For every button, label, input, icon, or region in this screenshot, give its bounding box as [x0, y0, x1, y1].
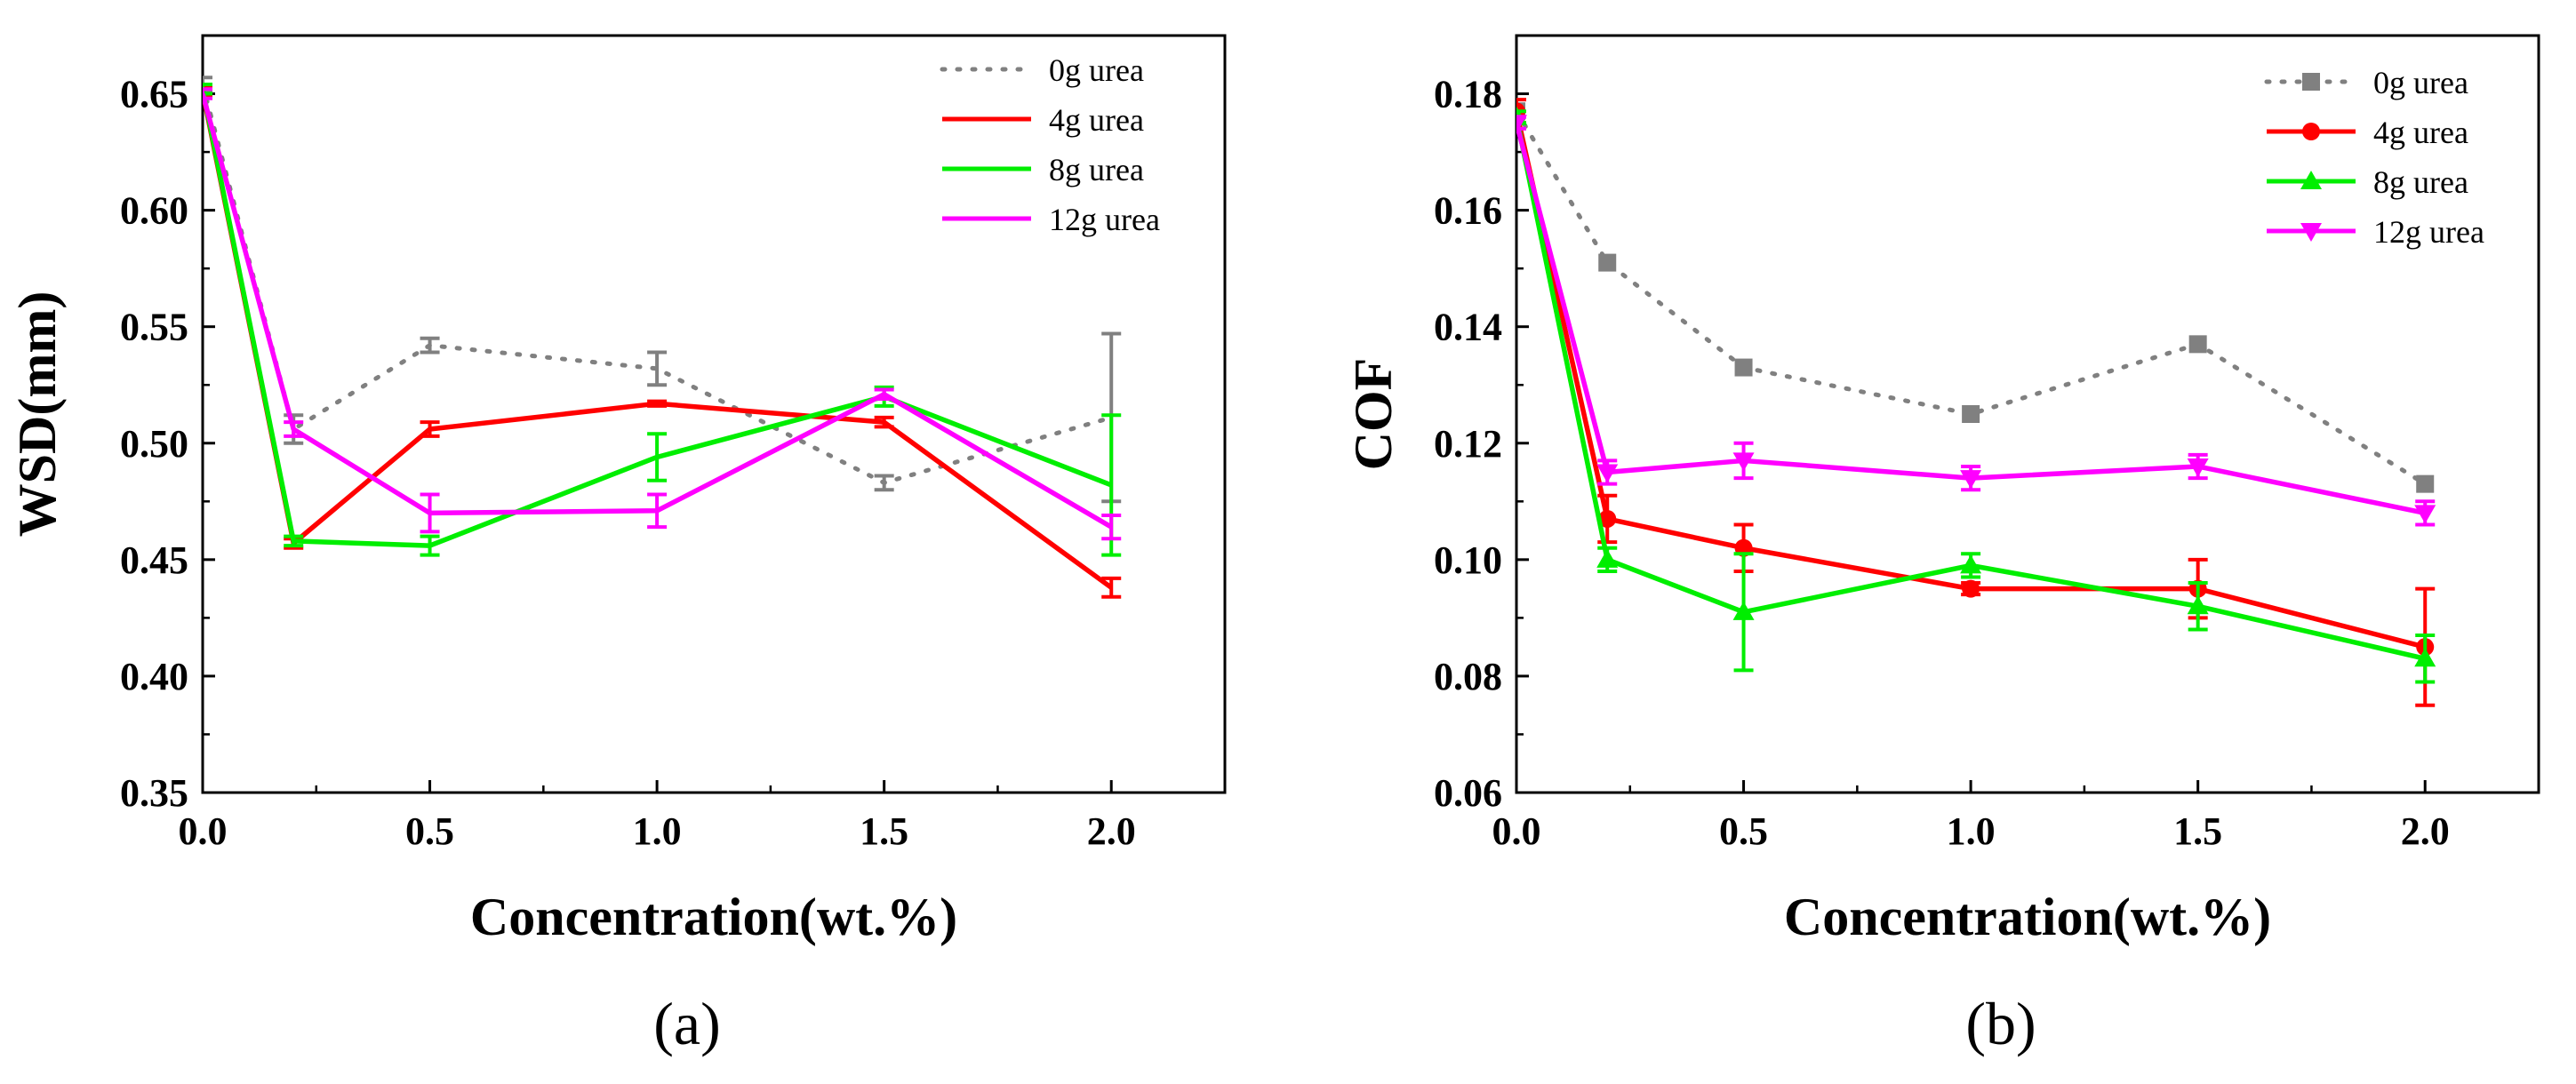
data-point [2188, 335, 2207, 354]
data-point [1516, 115, 1527, 134]
y-tick-label: 0.18 [1434, 73, 1502, 116]
data-point [1732, 601, 1755, 620]
data-point [2187, 458, 2209, 477]
data-point [1962, 405, 1980, 423]
data-point [1734, 358, 1753, 377]
y-tick-label: 0.06 [1434, 771, 1502, 815]
plot-frame [1515, 34, 2540, 794]
y-tick-label: 0.10 [1434, 538, 1502, 582]
series-line [1516, 122, 2426, 516]
y-tick-label: 0.45 [120, 538, 188, 582]
legend-marker [2302, 123, 2320, 140]
data-point [1596, 548, 1619, 568]
series-line [1516, 108, 2428, 487]
x-axis-title: Concentration(wt.%) [470, 888, 957, 946]
x-tick-label: 2.0 [1087, 809, 1136, 853]
y-axis-title: COF [1344, 358, 1403, 471]
data-point [1596, 464, 1619, 483]
data-point [1732, 452, 1755, 472]
series-line [203, 92, 1113, 530]
data-point [2416, 474, 2435, 493]
legend-label: 4g urea [1049, 102, 1144, 138]
legend-label: 12g urea [1049, 202, 1160, 237]
legend: 0g urea 4g urea 8g urea 12g urea [2264, 65, 2484, 250]
chart-b: 0.0 0.5 1.0 1.5 2.0 0.06 0.08 0.10 0.12 0.14 0.16 0… [1344, 34, 2540, 1057]
data-point [2414, 648, 2436, 667]
series-12g-urea [1516, 115, 2436, 527]
series-line [203, 82, 1114, 485]
series-4g-urea [1516, 98, 2436, 707]
x-tick-label: 1.5 [2173, 809, 2222, 853]
series-line [1516, 116, 2426, 661]
x-tick-label: 1.0 [1947, 809, 1996, 853]
x-tick-label: 0.0 [1492, 809, 1541, 853]
legend-label: 8g urea [1049, 152, 1144, 187]
data-point [2187, 595, 2209, 615]
x-tick-label: 0.0 [179, 809, 228, 853]
y-tick-label: 0.50 [120, 422, 188, 466]
y-tick-label: 0.16 [1434, 189, 1502, 233]
panel-label: (b) [1965, 990, 2036, 1057]
y-tick-label: 0.55 [120, 306, 188, 349]
data-point [1960, 554, 1982, 574]
legend-label: 4g urea [2373, 115, 2468, 150]
y-tick-label: 0.08 [1434, 655, 1502, 698]
y-tick-label: 0.60 [120, 189, 188, 233]
series-0g-urea [1516, 102, 2435, 493]
legend: 0g urea 4g urea 8g urea 12g urea [940, 52, 1160, 237]
x-tick-label: 1.5 [860, 809, 908, 853]
data-point [2414, 505, 2436, 524]
legend-marker [2302, 73, 2320, 91]
y-tick-label: 0.65 [120, 73, 188, 116]
y-tick-label: 0.35 [120, 771, 188, 815]
data-point [1598, 253, 1617, 272]
legend-label: 0g urea [2373, 65, 2468, 100]
x-tick-label: 1.0 [633, 809, 682, 853]
series-line [1516, 110, 2426, 650]
x-tick-label: 0.5 [1719, 809, 1768, 853]
x-tick-label: 0.5 [405, 809, 454, 853]
legend-label: 0g urea [1049, 52, 1144, 88]
legend-label: 12g urea [2373, 214, 2484, 250]
plot-frame [201, 34, 1227, 794]
data-point [1598, 509, 1617, 528]
series-8g-urea [203, 83, 1122, 557]
y-axis-title: WSD(mm) [8, 291, 67, 538]
series-12g-urea [203, 87, 1122, 541]
legend-label: 8g urea [2373, 164, 2468, 200]
legend-marker [2300, 223, 2322, 242]
series-line [203, 88, 1113, 548]
panel-label: (a) [653, 990, 720, 1057]
x-axis-title: Concentration(wt.%) [1784, 888, 2271, 946]
data-point [1962, 579, 1980, 598]
chart-a: 0.0 0.5 1.0 1.5 2.0 0.35 0.40 0.45 0.50 0.55 0.60 0… [8, 34, 1227, 1057]
y-tick-label: 0.14 [1434, 306, 1502, 349]
y-tick-label: 0.12 [1434, 422, 1502, 466]
legend-marker [2300, 171, 2322, 189]
y-tick-label: 0.40 [120, 655, 188, 698]
data-point [1960, 470, 1982, 490]
x-tick-label: 2.0 [2401, 809, 2450, 853]
